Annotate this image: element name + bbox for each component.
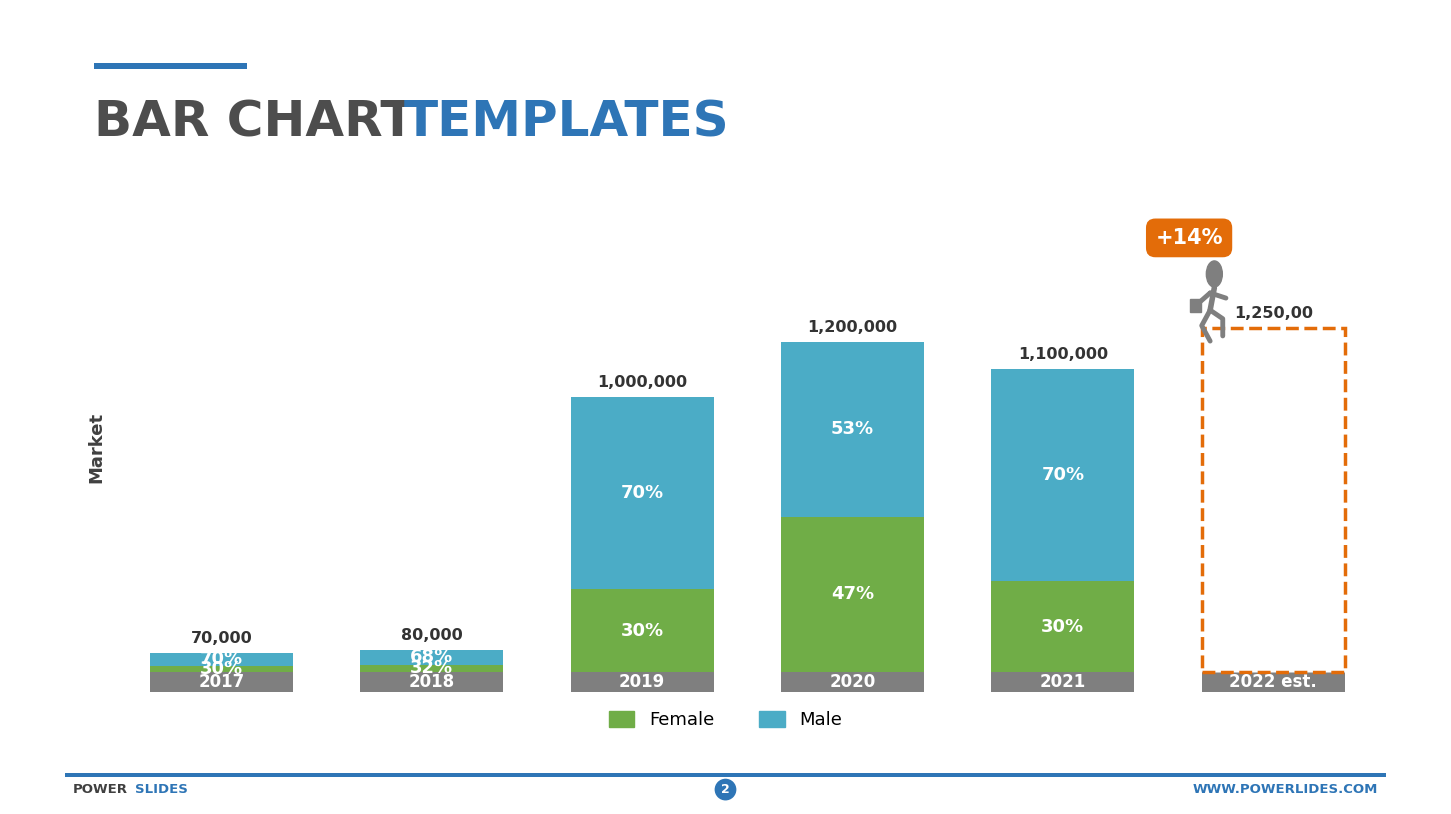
Text: 2017: 2017 (199, 673, 244, 691)
Bar (1190, 299, 1200, 312)
Text: 1,100,000: 1,100,000 (1017, 348, 1109, 362)
Bar (1201, 672, 1345, 692)
Text: SLIDES: SLIDES (135, 783, 187, 796)
Bar (991, 581, 1135, 672)
Bar (781, 672, 924, 692)
Text: 1,250,00: 1,250,00 (1233, 306, 1313, 322)
Bar (360, 650, 503, 665)
Text: BAR CHART: BAR CHART (94, 98, 432, 146)
Bar (991, 370, 1135, 581)
Bar (149, 666, 293, 672)
Bar (149, 672, 293, 692)
Text: 68%: 68% (411, 649, 453, 667)
Text: 2020: 2020 (830, 673, 875, 691)
Bar (781, 342, 924, 517)
Text: 80,000: 80,000 (400, 628, 463, 643)
Text: 2019: 2019 (620, 673, 665, 691)
Bar (570, 589, 714, 672)
Text: 2: 2 (721, 783, 730, 796)
Text: 2022 est.: 2022 est. (1229, 673, 1318, 691)
Text: WWW.POWERLIDES.COM: WWW.POWERLIDES.COM (1193, 783, 1378, 796)
Text: 47%: 47% (831, 585, 874, 603)
Text: TEMPLATES: TEMPLATES (403, 98, 730, 146)
Text: 1,200,000: 1,200,000 (807, 320, 898, 335)
Text: +14%: +14% (1155, 228, 1223, 248)
Text: 2021: 2021 (1040, 673, 1085, 691)
Bar (149, 653, 293, 666)
Text: 2018: 2018 (409, 673, 454, 691)
Bar (991, 672, 1135, 692)
Bar (570, 672, 714, 692)
Text: 32%: 32% (411, 659, 453, 677)
Bar (781, 517, 924, 672)
Bar (570, 396, 714, 589)
Text: 1,000,000: 1,000,000 (596, 375, 688, 390)
Legend: Female, Male: Female, Male (601, 702, 850, 738)
Circle shape (1206, 261, 1222, 287)
Text: 30%: 30% (621, 622, 663, 640)
Bar (360, 665, 503, 672)
Bar (360, 672, 503, 692)
Bar (1201, 328, 1345, 672)
Y-axis label: Market: Market (87, 412, 104, 484)
Text: 53%: 53% (831, 420, 874, 438)
Text: 70%: 70% (621, 484, 663, 502)
Text: 70,000: 70,000 (190, 631, 252, 646)
Text: POWER: POWER (73, 783, 128, 796)
Text: 30%: 30% (1042, 618, 1084, 636)
Text: 70%: 70% (200, 650, 242, 668)
Text: 70%: 70% (1042, 466, 1084, 484)
Text: 30%: 30% (200, 660, 242, 678)
